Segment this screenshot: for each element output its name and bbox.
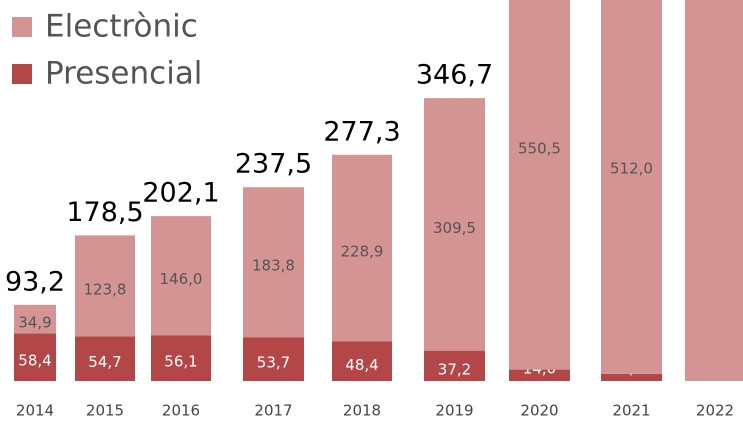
total-label: 202,1: [142, 178, 219, 209]
value-label: 550,5: [518, 140, 561, 158]
total-label: 178,5: [66, 197, 143, 228]
bar-segment: [509, 0, 570, 370]
bar-segment: [424, 350, 485, 381]
value-label: 183,8: [252, 257, 295, 275]
value-label: 228,9: [341, 243, 384, 261]
bar-segment: [243, 187, 304, 338]
bar-segment: [75, 336, 135, 381]
value-label: 58,4: [18, 352, 51, 370]
bar-segment: [424, 98, 485, 351]
value-label: 48,4: [345, 356, 378, 374]
bar-segment: [243, 337, 304, 381]
legend-label: Presencial: [45, 56, 202, 92]
legend-label: Electrònic: [45, 9, 198, 45]
value-label: 34,9: [18, 314, 51, 332]
x-tick-label: 2022: [696, 402, 734, 420]
legend-swatch: [12, 64, 32, 84]
x-tick-label: 2019: [435, 402, 473, 420]
value-label: 309,5: [433, 219, 476, 237]
value-label: 512,0: [610, 159, 653, 177]
bar-segment: [151, 216, 211, 336]
value-label: 123,8: [84, 280, 127, 298]
x-tick-label: 2014: [16, 402, 54, 420]
bar-segment: [14, 333, 56, 381]
x-tick-label: 2018: [343, 402, 381, 420]
bar-segment: [332, 341, 392, 381]
bar-segment: [332, 154, 392, 342]
bar-segment: [151, 335, 211, 381]
total-label: 93,2: [5, 266, 65, 297]
value-label: 53,7: [257, 354, 290, 372]
bar-segment: [509, 369, 570, 381]
total-label: 277,3: [323, 116, 400, 147]
bar-segment: [685, 0, 743, 381]
x-tick-label: 2017: [254, 402, 292, 420]
value-label: 146,0: [160, 270, 203, 288]
bar-segment: [14, 304, 56, 334]
value-label: 37,2: [438, 360, 471, 378]
legend-swatch: [12, 17, 32, 37]
x-tick-label: 2015: [86, 402, 124, 420]
bar-segment: [75, 235, 135, 337]
bar-segment: [601, 373, 662, 381]
x-tick-label: 2021: [612, 402, 650, 420]
bar-segment: [601, 0, 662, 374]
total-label: 346,7: [416, 60, 493, 91]
value-label: 56,1: [164, 353, 197, 371]
total-label: 237,5: [235, 149, 312, 180]
x-tick-label: 2016: [162, 402, 200, 420]
value-label: 54,7: [88, 353, 121, 371]
x-tick-label: 2020: [520, 402, 558, 420]
